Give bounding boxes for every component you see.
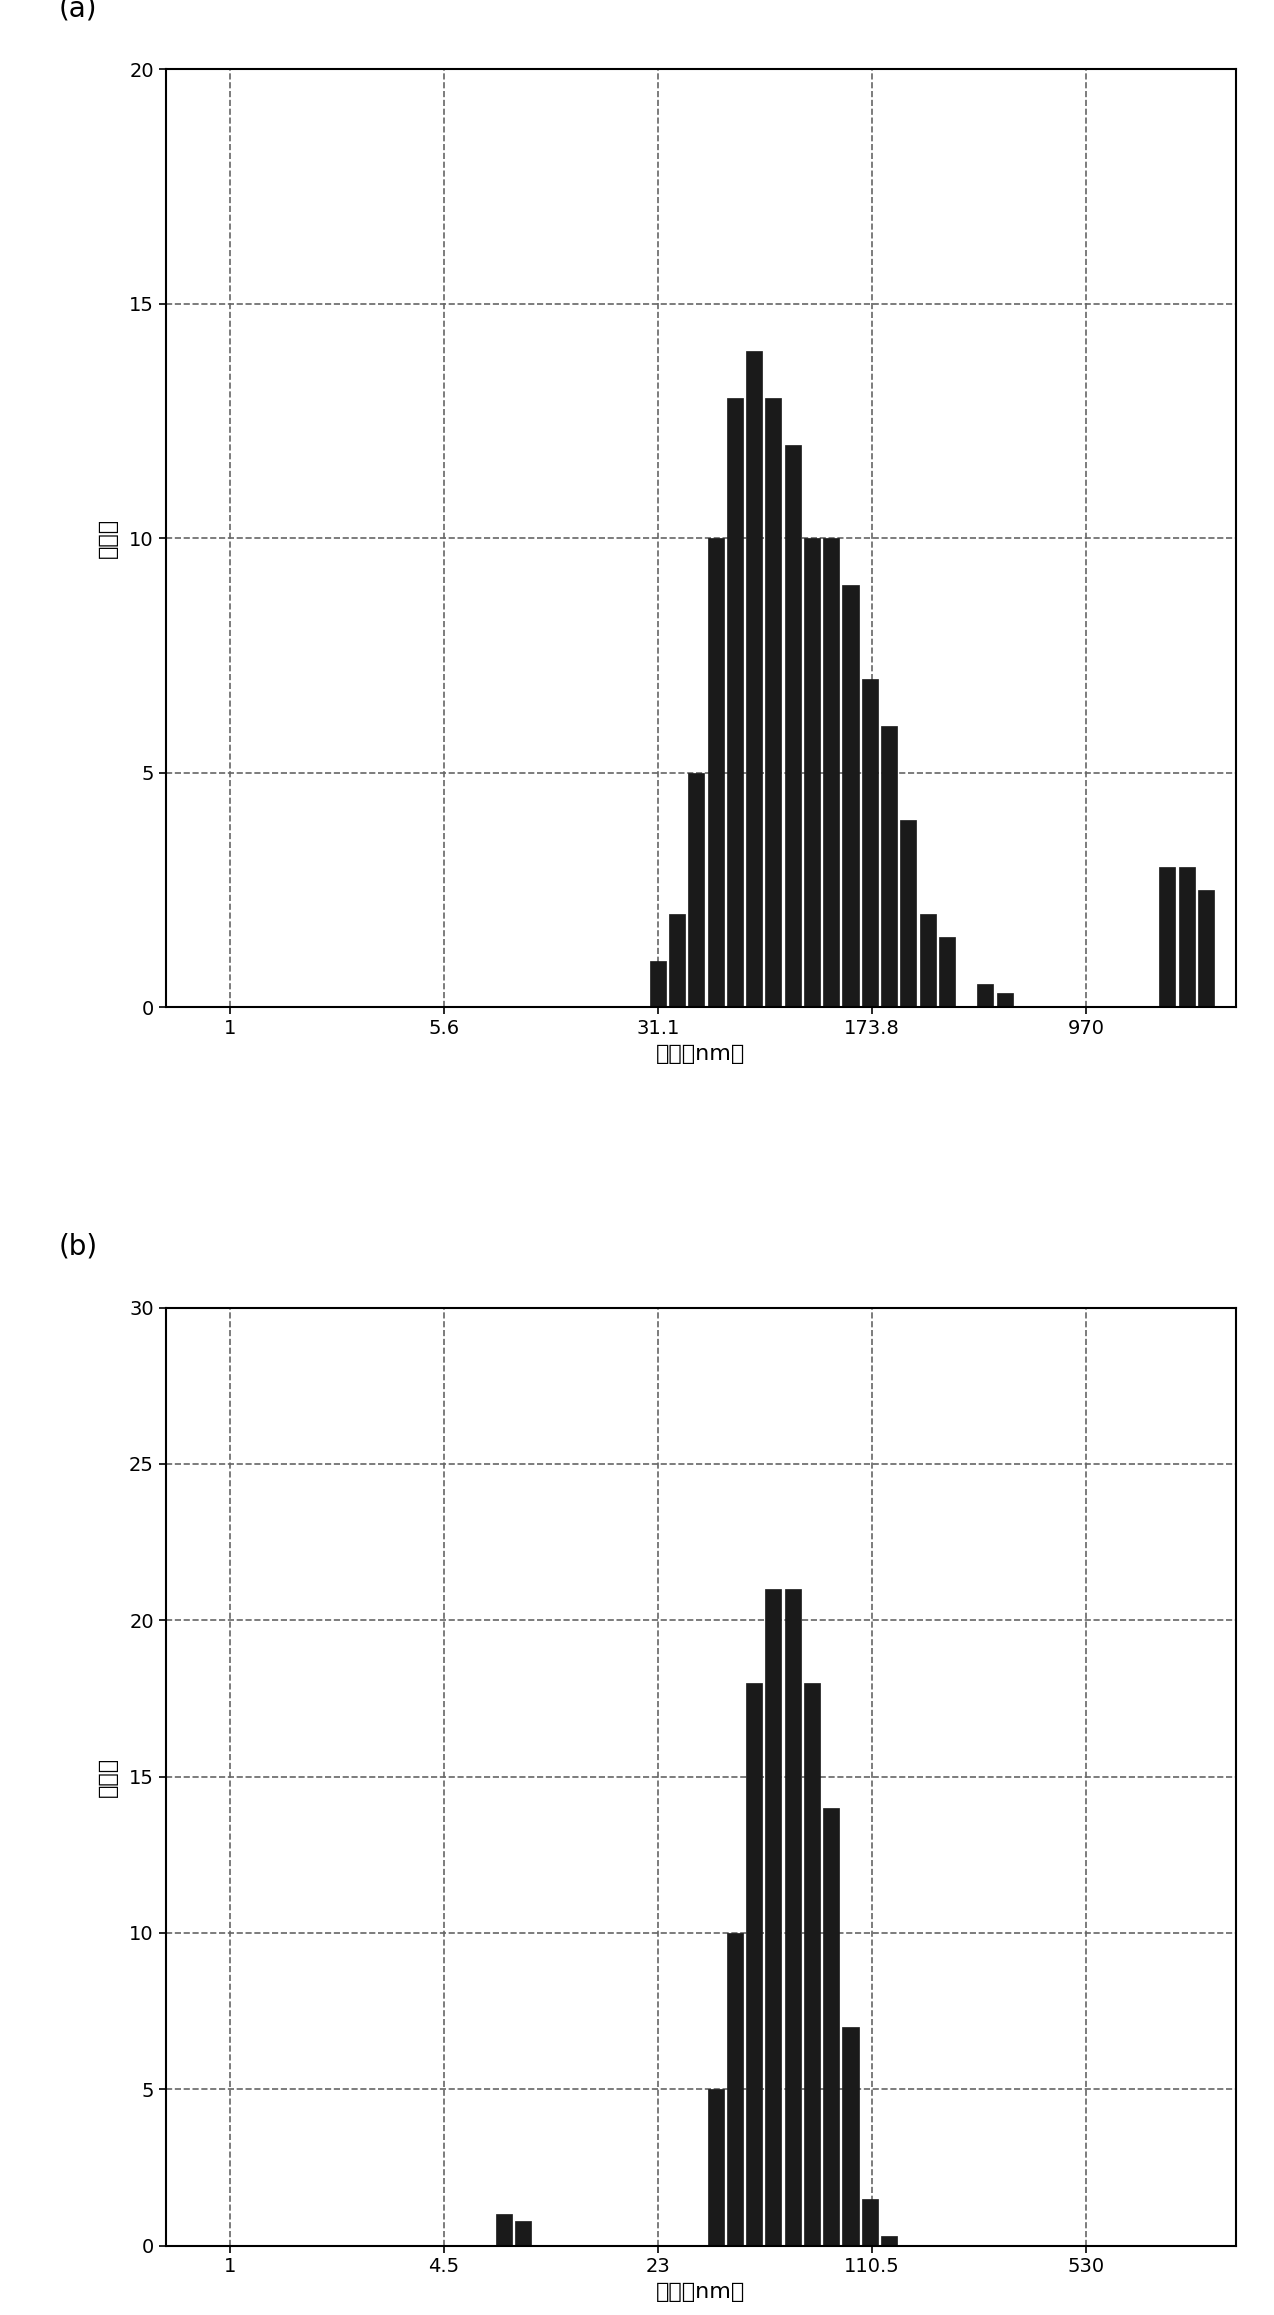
Bar (823, 1808, 840, 2246)
X-axis label: 粒径（nm）: 粒径（nm） (656, 2283, 745, 2301)
Bar (882, 2236, 897, 2246)
Bar (785, 444, 801, 1007)
Bar (996, 993, 1013, 1007)
Bar (688, 773, 705, 1007)
Bar (1198, 891, 1214, 1007)
Bar (1178, 866, 1195, 1007)
Bar (804, 539, 820, 1007)
Bar (861, 678, 878, 1007)
Bar (804, 1683, 820, 2246)
Y-axis label: 分布图: 分布图 (98, 1757, 117, 1796)
Text: (b): (b) (59, 1232, 98, 1262)
Bar (496, 2213, 512, 2246)
Bar (842, 586, 859, 1007)
Bar (727, 1933, 743, 2246)
Bar (823, 539, 840, 1007)
Bar (785, 1588, 801, 2246)
Bar (766, 1588, 781, 2246)
Bar (842, 2026, 859, 2246)
Bar (1159, 866, 1176, 1007)
Bar (920, 914, 935, 1007)
Text: (a): (a) (59, 0, 97, 23)
Bar (747, 352, 762, 1007)
Bar (882, 727, 897, 1007)
Bar (515, 2220, 531, 2246)
Bar (939, 938, 956, 1007)
Bar (707, 539, 724, 1007)
Bar (707, 2088, 724, 2246)
X-axis label: 粒径（nm）: 粒径（nm） (656, 1044, 745, 1065)
Bar (669, 914, 685, 1007)
Bar (901, 820, 916, 1007)
Bar (977, 984, 994, 1007)
Bar (747, 1683, 762, 2246)
Y-axis label: 分布图: 分布图 (98, 519, 117, 558)
Bar (766, 398, 781, 1007)
Bar (861, 2199, 878, 2246)
Bar (727, 398, 743, 1007)
Bar (650, 961, 666, 1007)
